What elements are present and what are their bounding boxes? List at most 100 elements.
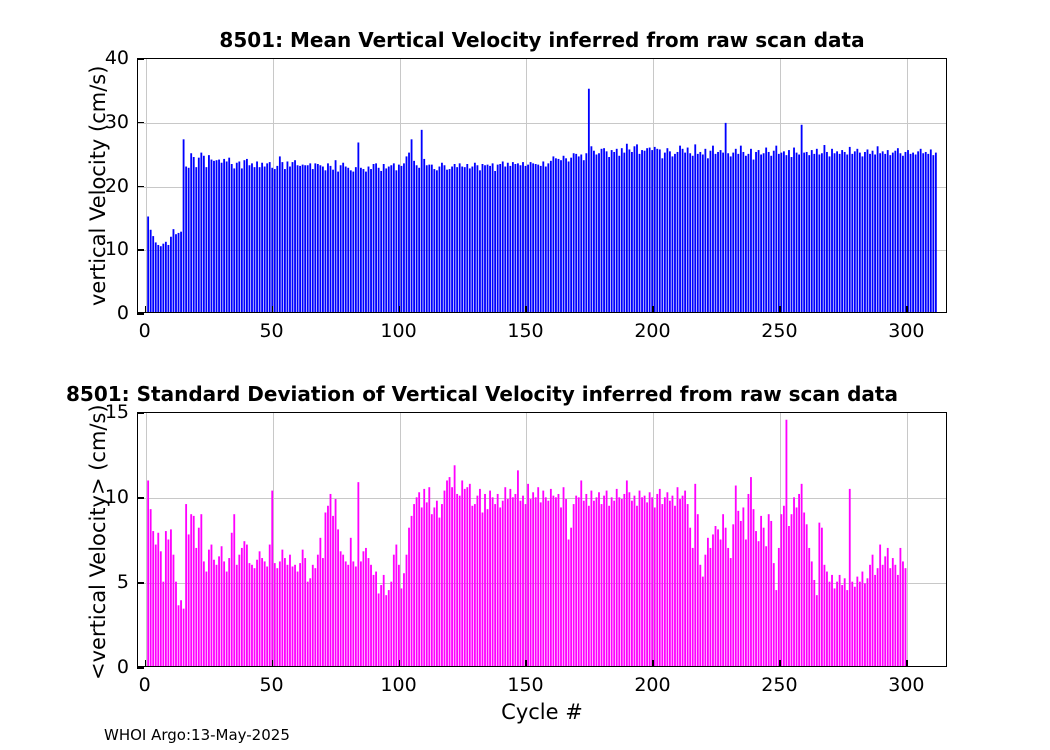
bar [311,564,314,666]
bar [380,585,383,666]
bottom-bar-series [138,413,946,666]
bar [641,497,643,666]
y-tick-label: 10 [104,486,129,508]
bar [164,531,167,666]
bar [922,153,925,312]
bar [167,539,170,666]
bar [200,514,203,666]
bar [539,502,542,666]
bar [258,167,261,312]
bar [788,526,790,666]
bar [902,561,904,666]
bar [765,147,768,312]
bar [734,485,737,666]
bar [172,554,175,666]
bar [327,505,329,666]
bar [208,155,210,312]
bar [866,578,869,666]
bar [833,588,836,666]
x-tick-mark [779,306,781,313]
bar [813,579,816,666]
bar [734,148,737,312]
y-tick-label: 5 [116,571,129,593]
bar [826,151,828,312]
bar [562,487,565,666]
bar [354,566,357,666]
bar [701,576,704,666]
bar [666,492,669,666]
bar [365,171,367,312]
bar [210,544,213,666]
bar [248,563,251,666]
bar [463,488,466,666]
top-bar-series [138,59,946,312]
bar [185,166,188,312]
y-tick-mark [137,412,144,414]
bar [289,166,291,312]
bar [403,573,405,666]
bar [294,564,296,666]
bar [319,537,322,666]
bar [314,163,317,312]
bar [777,153,780,312]
bar [785,419,788,666]
bar [256,559,258,666]
bar [223,561,226,666]
bar [714,153,717,312]
bar [724,122,727,312]
bar [534,163,537,312]
bar [425,165,428,312]
bar [929,149,932,312]
bar [871,554,874,666]
bar [666,148,669,312]
bar [656,148,659,312]
bar [661,158,664,312]
bar [532,163,535,312]
bar [291,566,294,666]
bar [575,153,578,312]
bar [790,157,793,312]
bar [537,164,540,312]
bar [699,564,702,666]
x-tick-mark [906,306,908,313]
bar [798,493,801,666]
bar [246,158,248,312]
bar [851,581,854,666]
bar [676,151,679,312]
bar [390,581,393,666]
bar [537,487,540,666]
bar [651,497,654,666]
bar [433,169,436,312]
bar [306,581,309,666]
bar [582,160,585,312]
bar [590,490,593,666]
bar [785,155,788,312]
bar [577,156,580,312]
bar [215,564,218,666]
bar [628,149,631,312]
bar [886,547,889,666]
bar [352,561,355,666]
bottom-plot-panel [137,412,947,667]
bar [894,564,897,666]
bar [917,151,920,312]
bar [253,167,256,312]
bar [218,159,220,312]
bar [299,563,302,666]
bar [899,547,902,666]
bar [448,477,451,666]
bar [496,493,499,666]
bar [263,561,266,666]
bar [648,492,651,666]
bar [762,153,765,312]
bar [752,509,755,666]
bar [423,158,426,312]
bar [722,152,725,312]
bar [661,504,664,666]
bar [182,139,185,312]
bar [202,155,205,312]
bar [448,169,451,312]
bar [638,153,641,312]
bar [907,150,909,312]
bar [377,167,380,312]
